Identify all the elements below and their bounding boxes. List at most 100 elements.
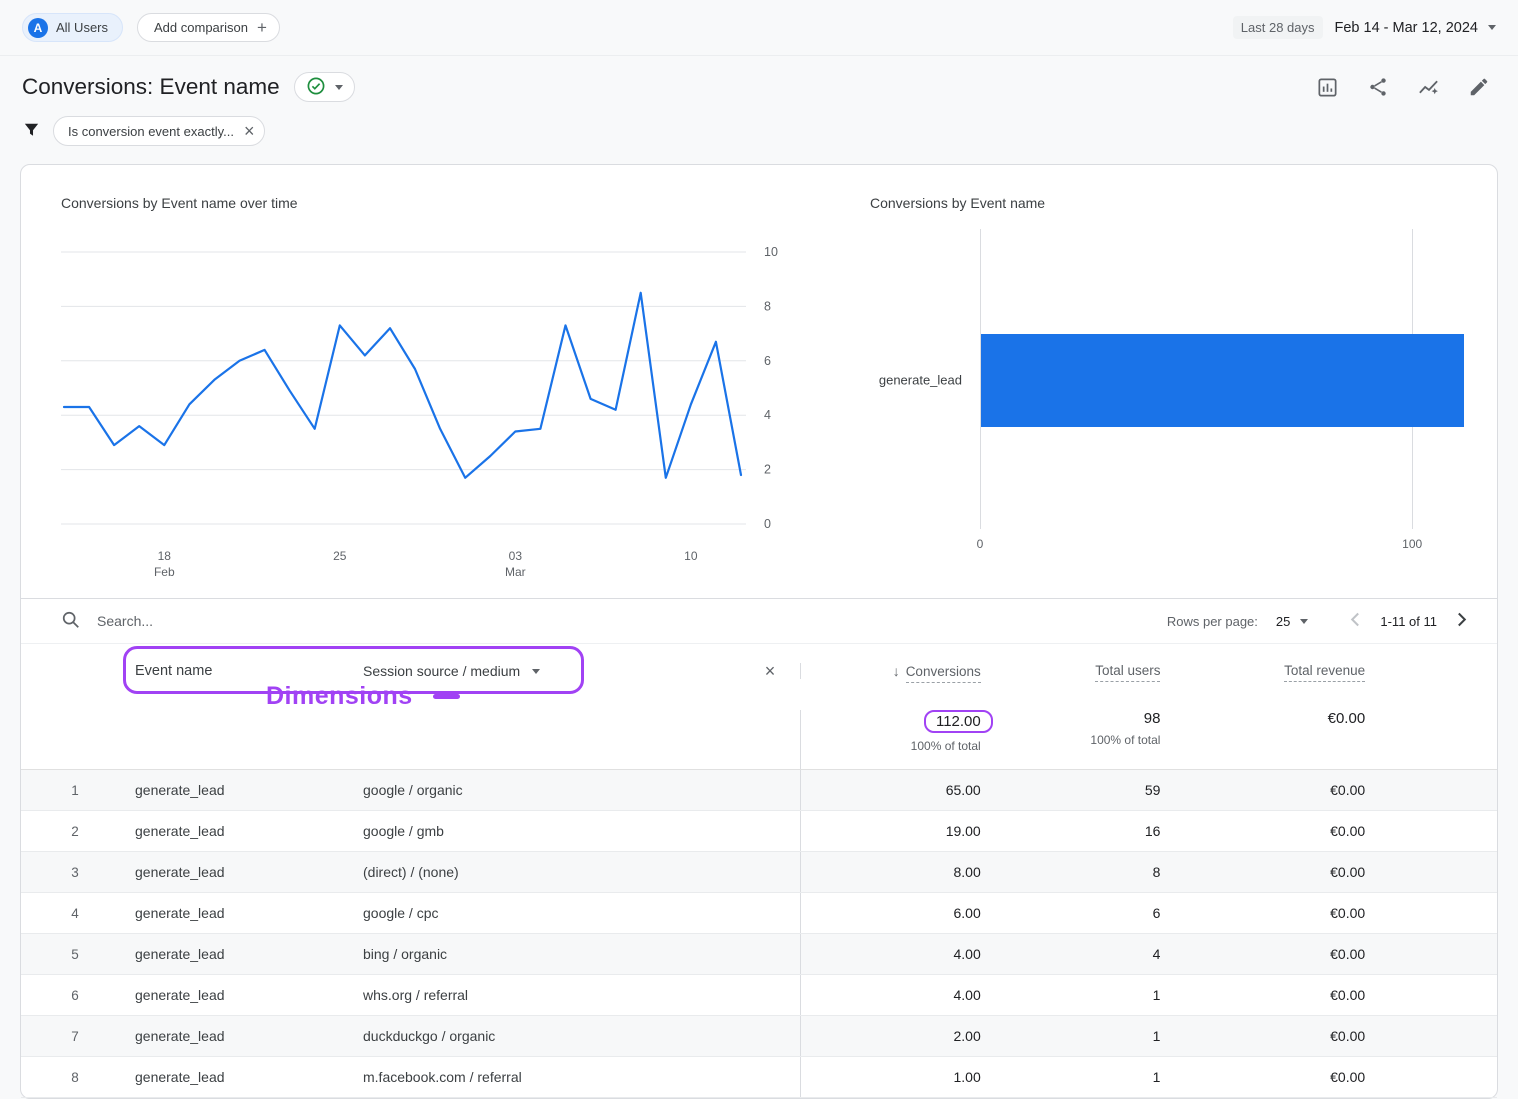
- cell-event-name: generate_lead: [135, 1069, 225, 1085]
- row-number: 1: [71, 782, 79, 798]
- filter-bar: Is conversion event exactly... ×: [0, 102, 1518, 146]
- cell-total-revenue: €0.00: [1330, 987, 1366, 1003]
- cell-total-users: 1: [1152, 1069, 1161, 1085]
- date-preset-label: Last 28 days: [1232, 16, 1323, 39]
- cell-event-name: generate_lead: [135, 987, 225, 1003]
- search-icon: [61, 610, 81, 633]
- customize-report-button[interactable]: [1316, 76, 1339, 99]
- date-range-selector[interactable]: Feb 14 - Mar 12, 2024: [1335, 20, 1496, 36]
- report-header: Conversions: Event name: [0, 56, 1518, 102]
- x-axis-tick: 25: [333, 549, 347, 563]
- cell-total-revenue: €0.00: [1330, 1069, 1366, 1085]
- rows-per-page-label: Rows per page:: [1166, 613, 1258, 629]
- column-header-total-users[interactable]: Total users: [981, 663, 1161, 682]
- cell-session-source-medium: m.facebook.com / referral: [363, 1069, 522, 1085]
- table-row: 2 generate_lead google / gmb 19.00 16 €0.00: [21, 811, 1497, 852]
- report-status-dropdown[interactable]: [293, 72, 355, 102]
- cell-total-revenue: €0.00: [1330, 782, 1366, 798]
- search-input[interactable]: [95, 612, 415, 630]
- pencil-icon: [1470, 78, 1488, 96]
- edit-button[interactable]: [1468, 76, 1490, 98]
- bar-chart-x-axis: 0 100: [976, 529, 1477, 555]
- column-header-total-revenue[interactable]: Total revenue: [1160, 663, 1366, 682]
- table-row: 5 generate_lead bing / organic 4.00 4 €0.00: [21, 934, 1497, 975]
- event-name-header-label: Event name: [135, 663, 213, 679]
- line-chart-plot: 0 2 4 6 8 10: [61, 245, 778, 531]
- x-axis-tick: 100: [1402, 537, 1423, 551]
- filter-funnel-icon: [22, 120, 41, 142]
- cell-total-revenue: €0.00: [1330, 905, 1366, 921]
- cell-session-source-medium: duckduckgo / organic: [363, 1028, 496, 1044]
- charts-section: Conversions by Event name over time 0 2 4 6…: [21, 165, 1497, 598]
- cell-conversions: 1.00: [953, 1069, 981, 1085]
- share-button[interactable]: [1367, 76, 1389, 98]
- cell-event-name: generate_lead: [135, 1028, 225, 1044]
- cell-session-source-medium: google / gmb: [363, 823, 444, 839]
- chevron-down-icon: [1300, 618, 1309, 624]
- next-page-button[interactable]: [1457, 612, 1467, 630]
- cell-total-users: 1: [1152, 987, 1161, 1003]
- cell-conversions: 19.00: [945, 823, 981, 839]
- bar-chart-plot: [980, 229, 1477, 529]
- cell-event-name: generate_lead: [135, 782, 225, 798]
- table-row: 1 generate_lead google / organic 65.00 59 €0.…: [21, 770, 1497, 811]
- check-circle-icon: [306, 76, 326, 99]
- chevron-down-icon: [532, 668, 541, 674]
- share-icon: [1370, 78, 1386, 96]
- remove-dimension-button[interactable]: ×: [764, 661, 776, 681]
- totals-total-revenue: €0.00: [1327, 710, 1366, 727]
- remove-filter-icon[interactable]: ×: [243, 121, 255, 141]
- x-axis-tick: 0: [976, 537, 984, 551]
- top-bar: A All Users Add comparison + Last 28 day…: [0, 0, 1518, 56]
- totals-total-users-pct: 100% of total: [1090, 733, 1161, 747]
- rows-per-page-value: 25: [1275, 613, 1291, 629]
- total-users-header-label: Total users: [1095, 663, 1161, 682]
- cell-session-source-medium: google / organic: [363, 782, 463, 798]
- row-number: 4: [71, 905, 79, 921]
- report-card: Conversions by Event name over time 0 2 4 6…: [20, 164, 1498, 1099]
- rows-per-page-select[interactable]: 25: [1275, 613, 1309, 629]
- chevron-down-icon: [1488, 25, 1496, 30]
- all-users-chip[interactable]: A All Users: [22, 13, 124, 42]
- cell-session-source-medium: google / cpc: [363, 905, 439, 921]
- column-header-session-source-medium[interactable]: Session source / medium: [363, 663, 541, 679]
- row-number: 6: [71, 987, 79, 1003]
- column-header-event-name[interactable]: Event name: [111, 663, 339, 679]
- svg-text:10: 10: [764, 245, 778, 259]
- cell-total-users: 4: [1152, 946, 1161, 962]
- svg-text:2: 2: [764, 463, 771, 477]
- totals-conversions-pct: 100% of total: [910, 739, 981, 753]
- line-chart-title: Conversions by Event name over time: [61, 195, 298, 211]
- session-source-medium-header-label: Session source / medium: [363, 663, 521, 679]
- row-number: 7: [71, 1028, 79, 1044]
- cell-total-revenue: €0.00: [1330, 946, 1366, 962]
- add-comparison-label: Add comparison: [154, 20, 248, 35]
- row-number: 8: [71, 1069, 79, 1085]
- table-row: 7 generate_lead duckduckgo / organic 2.00 1 €…: [21, 1016, 1497, 1057]
- chevron-down-icon: [334, 84, 343, 90]
- cell-conversions: 6.00: [953, 905, 981, 921]
- cell-total-users: 1: [1152, 1028, 1161, 1044]
- cell-session-source-medium: whs.org / referral: [363, 987, 469, 1003]
- cell-event-name: generate_lead: [135, 905, 225, 921]
- cell-conversions: 4.00: [953, 946, 981, 962]
- cell-event-name: generate_lead: [135, 864, 225, 880]
- table-row: 4 generate_lead google / cpc 6.00 6 €0.00: [21, 893, 1497, 934]
- cell-total-users: 6: [1152, 905, 1161, 921]
- table-header-row: Event name Session source / medium × ↓ Co…: [21, 644, 1497, 710]
- totals-total-users: 98: [1143, 710, 1161, 727]
- cell-total-revenue: €0.00: [1330, 864, 1366, 880]
- chart-edit-icon: [1318, 77, 1337, 97]
- row-number: 3: [71, 864, 79, 880]
- insights-icon: [1419, 80, 1438, 94]
- x-axis-tick: 10: [684, 549, 698, 563]
- column-header-conversions[interactable]: ↓ Conversions: [801, 663, 981, 683]
- add-comparison-button[interactable]: Add comparison +: [137, 13, 280, 42]
- bar-generate-lead[interactable]: [981, 334, 1465, 427]
- x-axis-tick: 18 Feb: [153, 549, 175, 580]
- x-axis-tick: 03 Mar: [504, 549, 526, 580]
- insights-button[interactable]: [1417, 76, 1440, 99]
- previous-page-button[interactable]: [1350, 612, 1360, 630]
- cell-total-revenue: €0.00: [1330, 1028, 1366, 1044]
- filter-chip[interactable]: Is conversion event exactly... ×: [53, 116, 266, 146]
